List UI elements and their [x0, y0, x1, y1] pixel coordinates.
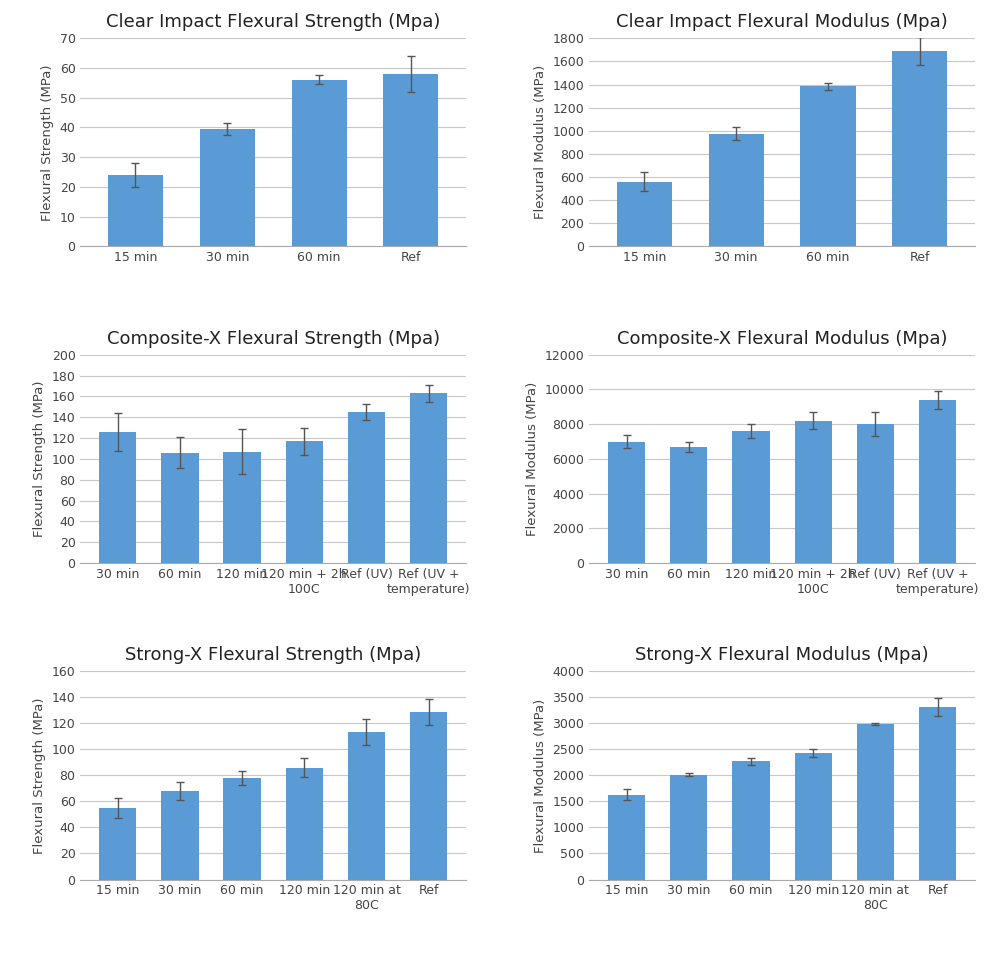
Title: Clear Impact Flexural Modulus (Mpa): Clear Impact Flexural Modulus (Mpa)	[616, 13, 948, 32]
Bar	[161, 791, 199, 880]
Bar	[285, 441, 323, 563]
Bar	[617, 182, 672, 247]
Bar	[383, 74, 438, 247]
Bar	[670, 775, 708, 880]
Bar	[291, 80, 347, 247]
Bar	[856, 424, 894, 563]
Bar	[795, 753, 832, 880]
Bar	[919, 400, 956, 563]
Bar	[608, 442, 645, 563]
Bar	[161, 452, 199, 563]
Y-axis label: Flexural Strength (MPa): Flexural Strength (MPa)	[33, 380, 46, 537]
Bar	[223, 778, 260, 880]
Bar	[919, 707, 956, 880]
Bar	[348, 732, 385, 880]
Bar	[892, 51, 948, 247]
Y-axis label: Flexural Strength (MPa): Flexural Strength (MPa)	[33, 697, 46, 854]
Bar	[99, 432, 137, 563]
Bar	[856, 724, 894, 880]
Title: Composite-X Flexural Modulus (Mpa): Composite-X Flexural Modulus (Mpa)	[617, 330, 948, 348]
Title: Strong-X Flexural Strength (Mpa): Strong-X Flexural Strength (Mpa)	[125, 646, 421, 664]
Bar	[285, 768, 323, 880]
Bar	[410, 711, 447, 880]
Bar	[733, 761, 770, 880]
Bar	[709, 134, 764, 247]
Bar	[670, 446, 708, 563]
Y-axis label: Flexural Modulus (MPa): Flexural Modulus (MPa)	[534, 65, 547, 220]
Bar	[223, 451, 260, 563]
Y-axis label: Flexural Modulus (MPa): Flexural Modulus (MPa)	[534, 698, 547, 853]
Bar	[99, 808, 137, 880]
Bar	[733, 431, 770, 563]
Title: Strong-X Flexural Modulus (Mpa): Strong-X Flexural Modulus (Mpa)	[635, 646, 929, 664]
Y-axis label: Flexural Modulus (MPa): Flexural Modulus (MPa)	[526, 381, 539, 536]
Bar	[608, 794, 645, 880]
Bar	[795, 421, 832, 563]
Bar	[410, 393, 447, 563]
Title: Clear Impact Flexural Strength (Mpa): Clear Impact Flexural Strength (Mpa)	[106, 13, 440, 32]
Bar	[348, 412, 385, 563]
Bar	[108, 175, 163, 247]
Y-axis label: Flexural Strength (MPa): Flexural Strength (MPa)	[41, 64, 54, 221]
Title: Composite-X Flexural Strength (Mpa): Composite-X Flexural Strength (Mpa)	[107, 330, 440, 348]
Bar	[200, 129, 255, 247]
Bar	[800, 86, 855, 247]
